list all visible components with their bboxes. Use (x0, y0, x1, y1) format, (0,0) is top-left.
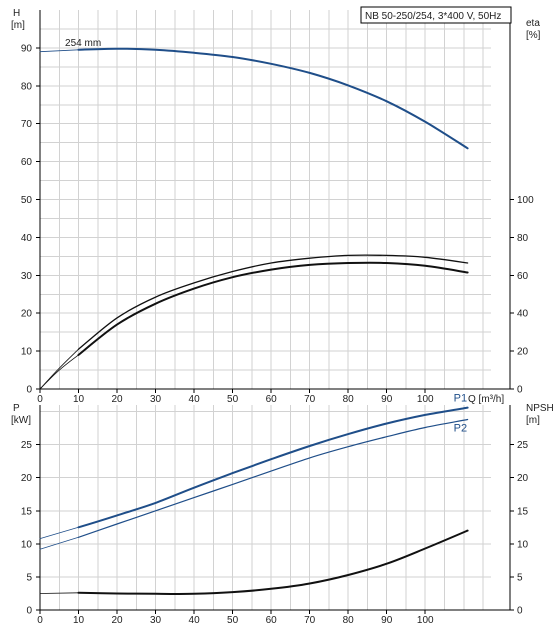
x-tick-label: 50 (227, 394, 239, 405)
left-tick-label: 80 (21, 81, 33, 92)
series-line-0-1 (39, 49, 79, 53)
x-tick-label: 60 (266, 615, 278, 626)
left-tick-label: 10 (21, 347, 33, 358)
series-label-p1: P1 (454, 393, 467, 405)
right-tick-label: 40 (517, 309, 529, 320)
right-axis-unit: [%] (526, 30, 541, 41)
right-tick-label: 0 (517, 606, 523, 617)
series-line-1-4 (77, 529, 469, 595)
series-label-p2: P2 (454, 423, 467, 435)
right-tick-label: 20 (517, 473, 529, 484)
x-tick-label: 90 (381, 394, 393, 405)
left-tick-label: 40 (21, 233, 33, 244)
series-line-1-5 (39, 592, 79, 594)
series-p1-line (77, 406, 469, 529)
right-tick-label: 60 (517, 271, 529, 282)
left-axis-title: H (13, 8, 20, 19)
left-tick-label: 50 (21, 195, 33, 206)
series-p2-line (77, 418, 469, 538)
x-tick-label: 20 (111, 394, 123, 405)
series-line-1-2 (39, 526, 79, 539)
left-tick-label: 15 (21, 506, 33, 517)
left-tick-label: 25 (21, 440, 33, 451)
x-axis-title: Q [m³/h] (468, 394, 504, 405)
x-tick-label: 80 (343, 394, 355, 405)
left-tick-label: 20 (21, 309, 33, 320)
right-tick-label: 100 (517, 195, 534, 206)
right-tick-label: 15 (517, 506, 529, 517)
x-tick-label: 90 (381, 615, 393, 626)
left-axis-unit: [m] (11, 20, 25, 31)
left-axis-unit: [kW] (11, 415, 31, 426)
x-tick-label: 10 (73, 615, 85, 626)
right-tick-label: 25 (517, 440, 529, 451)
title-box-text: NB 50-250/254, 3*400 V, 50Hz (365, 11, 501, 22)
x-tick-label: 40 (189, 394, 201, 405)
left-tick-label: 20 (21, 473, 33, 484)
series-line-0-0 (77, 47, 469, 150)
x-tick-label: 30 (150, 394, 162, 405)
x-tick-label: 80 (343, 615, 355, 626)
right-tick-label: 80 (517, 233, 529, 244)
x-tick-label: 100 (417, 615, 434, 626)
x-tick-label: 0 (37, 615, 43, 626)
series-line-0-3 (77, 254, 469, 350)
left-axis-title: P (13, 403, 20, 414)
left-tick-label: 30 (21, 271, 33, 282)
right-axis-title: NPSH (526, 403, 554, 414)
series-line-0-5 (39, 348, 79, 390)
x-tick-label: 30 (150, 615, 162, 626)
left-tick-label: 0 (26, 606, 32, 617)
series-line-1-3 (39, 536, 79, 550)
x-tick-label: 100 (417, 394, 434, 405)
left-tick-label: 90 (21, 43, 33, 54)
x-tick-label: 10 (73, 394, 85, 405)
impeller-diameter-label: 254 mm (65, 38, 101, 49)
x-tick-label: 50 (227, 615, 239, 626)
right-axis-title: eta (526, 18, 540, 29)
x-tick-label: 20 (111, 615, 123, 626)
right-tick-label: 20 (517, 347, 529, 358)
x-tick-label: 60 (266, 394, 278, 405)
left-tick-label: 10 (21, 539, 33, 550)
series-line-0-2 (77, 261, 469, 356)
left-tick-label: 70 (21, 119, 33, 130)
right-tick-label: 0 (517, 385, 523, 396)
left-tick-label: 60 (21, 157, 33, 168)
title-box (360, 6, 512, 24)
x-tick-label: 0 (37, 394, 43, 405)
x-tick-label: 70 (304, 394, 316, 405)
right-axis-unit: [m] (526, 415, 540, 426)
right-tick-label: 5 (517, 572, 523, 583)
x-tick-label: 40 (189, 615, 201, 626)
left-tick-label: 0 (26, 385, 32, 396)
x-tick-label: 70 (304, 615, 316, 626)
right-tick-label: 10 (517, 539, 529, 550)
left-tick-label: 5 (26, 572, 32, 583)
